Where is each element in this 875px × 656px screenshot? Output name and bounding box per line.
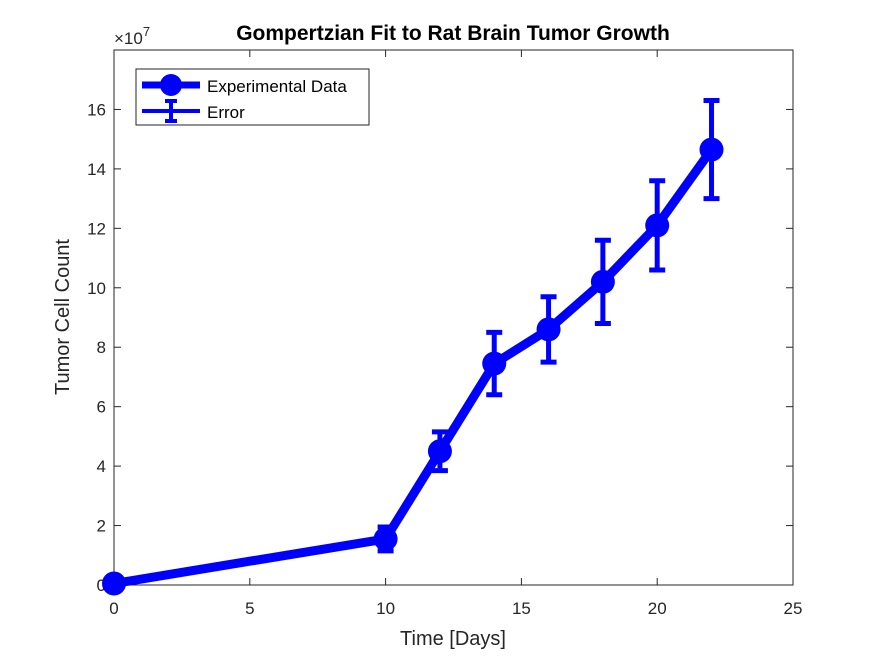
data-point	[590, 269, 615, 294]
y-tick-label: 0	[97, 576, 106, 595]
data-point	[536, 317, 561, 342]
legend-marker-swatch	[160, 74, 182, 96]
y-exponent-power: 7	[143, 24, 150, 39]
axes: 0 5 10 15 20 25 0 2 4 6 8 10 12 14 16	[87, 49, 803, 618]
y-tick-label: 16	[87, 100, 106, 119]
legend-entry-experimental-data: Experimental Data	[142, 74, 347, 96]
data-point	[373, 526, 398, 551]
legend-label-error: Error	[207, 103, 245, 122]
y-tick-label: 14	[87, 160, 106, 179]
y-tick-label: 6	[97, 398, 106, 417]
x-tick-label: 0	[109, 599, 118, 618]
legend-entry-error: Error	[142, 99, 245, 123]
y-tick-label: 8	[97, 338, 106, 357]
chart-title: Gompertzian Fit to Rat Brain Tumor Growt…	[236, 22, 670, 45]
y-tick-label: 12	[87, 219, 106, 238]
x-tick-label: 20	[648, 599, 667, 618]
data-point	[645, 213, 670, 238]
y-exponent-base: ×10	[114, 29, 143, 48]
plot-data	[102, 98, 724, 596]
series-line-experimental-data	[109, 145, 717, 589]
data-point	[427, 439, 452, 464]
y-exponent-label: ×107	[114, 24, 150, 48]
legend-label-experimental-data: Experimental Data	[207, 77, 347, 96]
x-tick-label: 5	[245, 599, 254, 618]
y-axis-label: Tumor Cell Count	[52, 239, 74, 395]
plot-area-frame	[113, 49, 794, 586]
legend: Experimental Data Error	[135, 68, 370, 126]
y-tick-label: 10	[87, 279, 106, 298]
x-tick-label: 15	[512, 599, 531, 618]
y-tick-label: 4	[97, 457, 106, 476]
x-axis-label: Time [Days]	[400, 628, 506, 650]
x-tick-label: 25	[784, 599, 803, 618]
y-tick-label: 2	[97, 517, 106, 536]
data-point	[102, 571, 126, 596]
data-point	[482, 351, 507, 376]
data-point	[699, 137, 724, 162]
x-tick-label: 10	[376, 599, 395, 618]
